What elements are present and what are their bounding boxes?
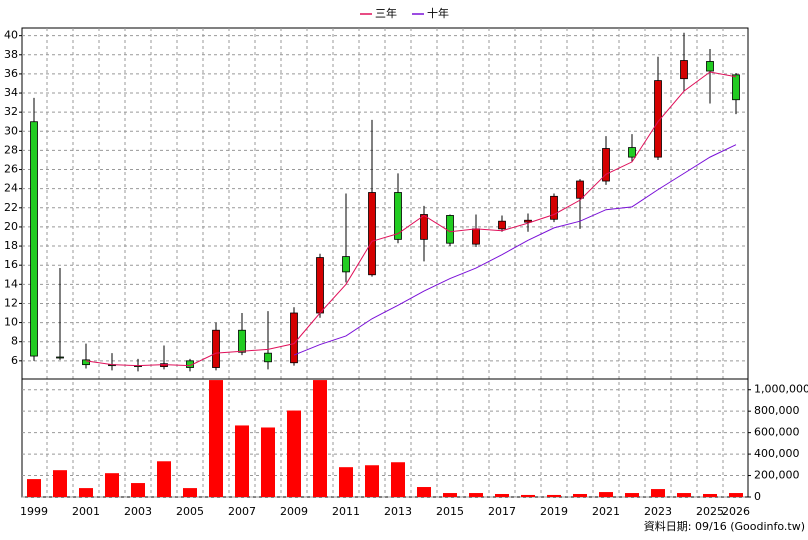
y-tick-label: 14	[4, 277, 18, 290]
x-tick-label: 2013	[384, 505, 412, 518]
candle-body	[56, 356, 64, 359]
y-tick-label: 22	[4, 201, 18, 214]
y-tick-label: 18	[4, 239, 18, 252]
bar	[235, 425, 249, 497]
bar	[313, 380, 327, 497]
bar	[521, 494, 535, 497]
bar	[339, 467, 353, 497]
candle-body	[420, 214, 428, 240]
line-series	[293, 144, 737, 356]
bar	[105, 473, 119, 497]
y2-tick-label: 0	[754, 490, 761, 503]
x-tick-label: 2005	[176, 505, 204, 518]
x-tick-label: 2017	[488, 505, 516, 518]
y-tick-label: 30	[4, 124, 18, 137]
x-tick-label: 2019	[540, 505, 568, 518]
candle-body	[264, 352, 272, 363]
bar	[131, 483, 145, 497]
bar	[573, 493, 587, 497]
candle-body	[212, 329, 220, 368]
x-tick-label: 2009	[280, 505, 308, 518]
x-tick-label: 2023	[644, 505, 672, 518]
bar	[261, 427, 275, 497]
legend-label: 十年	[427, 6, 449, 20]
candle-body	[654, 80, 662, 158]
bar	[677, 493, 691, 497]
bar	[209, 380, 223, 497]
y-tick-label: 24	[4, 182, 18, 195]
bar	[599, 492, 613, 497]
x-tick-label: 2011	[332, 505, 360, 518]
bar	[391, 462, 405, 497]
candle-body	[342, 256, 350, 273]
bar	[651, 489, 665, 497]
y-tick-label: 38	[4, 48, 18, 61]
bar	[729, 493, 743, 497]
footer: 資料日期: 09/16 (Goodinfo.tw)	[644, 519, 805, 533]
bar	[53, 470, 67, 497]
y-tick-label: 26	[4, 163, 18, 176]
x-tick-label: 1999	[20, 505, 48, 518]
candle-body	[30, 121, 38, 357]
y-tick-label: 32	[4, 105, 18, 118]
x-tick-label: 2007	[228, 505, 256, 518]
bar	[443, 493, 457, 497]
legend-label: 三年	[375, 6, 397, 20]
bar	[469, 493, 483, 497]
y2-tick-label: 600,000	[754, 426, 800, 439]
line-series	[85, 71, 737, 367]
y-tick-label: 6	[11, 354, 18, 367]
candle-body	[498, 220, 506, 230]
bar	[27, 479, 41, 497]
x-tick-label: 2015	[436, 505, 464, 518]
y-tick-label: 34	[4, 86, 18, 99]
candle-body	[446, 215, 454, 244]
x-tick-label: 2026	[722, 505, 750, 518]
candle-body	[706, 61, 714, 72]
candle-body	[602, 148, 610, 182]
candle-body	[524, 219, 532, 223]
x-tick-label: 2001	[72, 505, 100, 518]
bar	[547, 494, 561, 497]
y2-tick-label: 200,000	[754, 469, 800, 482]
candle-body	[368, 192, 376, 276]
candle-body	[472, 228, 480, 245]
bar	[365, 465, 379, 497]
y-tick-label: 8	[11, 335, 18, 348]
y-tick-label: 36	[4, 67, 18, 80]
y-tick-label: 12	[4, 296, 18, 309]
candle-body	[316, 257, 324, 314]
bar	[157, 461, 171, 497]
candle-body	[576, 180, 584, 199]
candle-body	[82, 359, 90, 366]
bar	[183, 488, 197, 497]
y-tick-label: 20	[4, 220, 18, 233]
x-tick-label: 2025	[696, 505, 724, 518]
candle-body	[680, 60, 688, 80]
candle-body	[550, 195, 558, 220]
bar	[703, 493, 717, 497]
bar	[79, 488, 93, 497]
bar	[495, 493, 509, 497]
x-tick-label: 2021	[592, 505, 620, 518]
bar	[287, 410, 301, 497]
bar	[417, 487, 431, 497]
candle-body	[290, 312, 298, 364]
y2-tick-label: 400,000	[754, 447, 800, 460]
bar	[625, 493, 639, 497]
y2-tick-label: 800,000	[754, 404, 800, 417]
y-tick-label: 10	[4, 316, 18, 329]
candle-body	[628, 147, 636, 158]
y2-tick-label: 1,000,000	[754, 383, 808, 396]
y-tick-label: 28	[4, 143, 18, 156]
y-tick-label: 16	[4, 258, 18, 271]
candle-body	[238, 329, 246, 353]
candle-body	[394, 192, 402, 240]
x-tick-label: 2003	[124, 505, 152, 518]
candle-body	[732, 74, 740, 101]
y-tick-label: 40	[4, 29, 18, 42]
